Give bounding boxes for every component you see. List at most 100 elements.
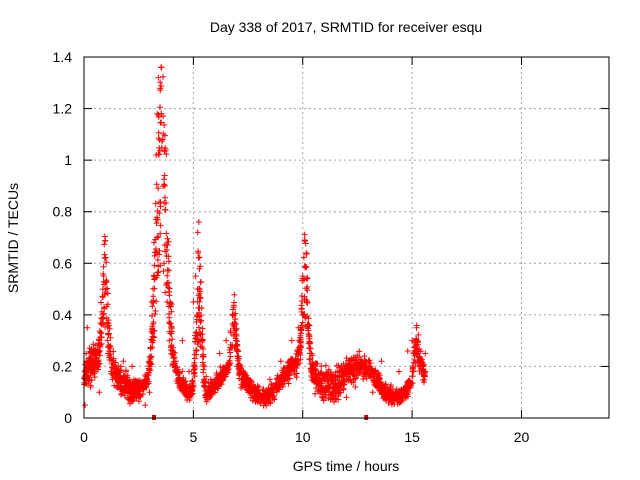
data-point (166, 328, 173, 335)
data-point (163, 230, 170, 237)
data-point (306, 338, 313, 345)
data-point (98, 329, 105, 336)
data-point (195, 219, 202, 226)
data-point (302, 240, 309, 247)
data-point (82, 372, 89, 379)
data-point (190, 367, 197, 374)
data-point (100, 281, 107, 288)
data-point (319, 372, 326, 379)
data-point (104, 290, 111, 297)
data-point (155, 112, 162, 119)
data-point (416, 362, 423, 369)
data-point (166, 337, 173, 344)
data-point (154, 216, 161, 223)
data-point (123, 367, 130, 374)
data-point (353, 364, 360, 371)
data-point (186, 368, 192, 375)
chart-title: Day 338 of 2017, SRMTID for receiver esq… (210, 19, 482, 35)
data-point (126, 400, 133, 407)
data-point (234, 341, 241, 348)
data-point (207, 376, 214, 383)
data-point (158, 64, 165, 71)
data-point (162, 206, 169, 213)
data-point (157, 119, 164, 126)
data-point (374, 381, 381, 388)
data-point (294, 347, 301, 354)
data-point (257, 393, 264, 400)
x-tick-label: 10 (295, 429, 311, 445)
data-point (156, 199, 163, 206)
data-point (199, 353, 206, 360)
data-point (132, 382, 139, 389)
data-point (107, 334, 114, 341)
data-point (305, 327, 312, 334)
data-point (317, 384, 324, 391)
data-point (350, 354, 357, 361)
data-point (164, 235, 171, 242)
data-point (385, 399, 392, 406)
data-point (412, 341, 419, 348)
data-point (352, 384, 359, 391)
data-point (416, 354, 423, 361)
data-point (128, 390, 135, 397)
data-point (387, 384, 394, 391)
data-point (234, 348, 241, 355)
data-point (105, 320, 112, 327)
data-point (320, 397, 327, 404)
data-point (325, 395, 332, 402)
data-point (396, 368, 402, 375)
grid-lines (84, 57, 609, 418)
data-point (191, 373, 198, 380)
data-point (201, 379, 208, 386)
data-point (192, 273, 199, 280)
data-point (150, 334, 157, 341)
data-point (122, 389, 129, 396)
data-point (161, 172, 168, 179)
data-point (98, 308, 105, 315)
data-point (244, 382, 251, 389)
data-point (322, 387, 329, 394)
data-point (216, 350, 223, 357)
data-point (185, 391, 192, 398)
data-point (150, 327, 157, 334)
data-point (251, 393, 258, 400)
data-point (105, 330, 112, 337)
data-point (318, 363, 325, 370)
data-point (278, 378, 285, 385)
data-point (306, 345, 313, 352)
data-point (94, 346, 101, 353)
data-point (362, 360, 369, 367)
data-point (120, 358, 127, 365)
data-point (179, 377, 186, 384)
data-point (91, 374, 98, 381)
data-point (328, 377, 335, 384)
data-point (300, 254, 307, 261)
data-point (127, 388, 134, 395)
data-point (164, 272, 171, 279)
data-point (107, 351, 114, 358)
data-point (237, 365, 244, 372)
data-point (196, 265, 203, 272)
data-point (82, 402, 89, 409)
data-point (301, 237, 308, 244)
data-point (378, 358, 385, 365)
data-point (194, 229, 201, 236)
data-point (100, 304, 107, 311)
data-point (88, 377, 95, 384)
data-point (135, 394, 142, 401)
data-point (153, 181, 160, 188)
data-point (241, 373, 248, 380)
data-point (325, 383, 332, 390)
data-point (146, 389, 153, 396)
data-point (292, 357, 299, 364)
data-point (289, 360, 296, 367)
data-point (232, 327, 239, 334)
data-point (193, 328, 200, 335)
data-point (214, 383, 221, 390)
data-point (162, 147, 169, 154)
data-point (369, 366, 376, 373)
data-point (106, 325, 113, 332)
data-point (319, 391, 326, 398)
data-point (376, 385, 383, 392)
